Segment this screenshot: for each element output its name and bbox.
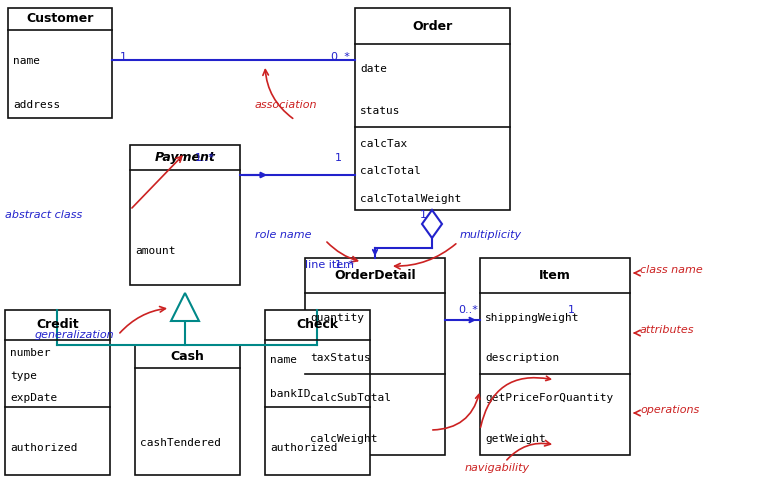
Text: 1: 1 [420, 210, 427, 220]
Text: name: name [13, 56, 40, 66]
Text: abstract class: abstract class [5, 210, 82, 220]
Text: 1..*: 1..* [195, 153, 215, 163]
Bar [265, 310, 370, 475]
Text: authorized: authorized [270, 443, 337, 453]
Text: Credit: Credit [36, 318, 79, 331]
Text: calcTax: calcTax [360, 139, 407, 149]
Text: status: status [360, 105, 400, 116]
Text: Check: Check [296, 318, 339, 331]
Text: 1: 1 [335, 153, 342, 163]
Text: 1: 1 [120, 52, 127, 62]
Text: date: date [360, 64, 387, 74]
Text: operations: operations [640, 405, 699, 415]
Text: name: name [270, 355, 297, 365]
Text: class name: class name [640, 265, 703, 275]
Bar [355, 8, 510, 210]
Text: line item: line item [305, 260, 354, 270]
Text: role name: role name [255, 230, 312, 240]
Bar [130, 145, 240, 285]
Text: 0..*: 0..* [458, 305, 478, 315]
Text: type: type [10, 371, 37, 381]
Text: navigability: navigability [465, 463, 530, 473]
Text: description: description [485, 353, 559, 363]
Bar [305, 258, 445, 455]
Text: association: association [255, 100, 317, 110]
Text: multiplicity: multiplicity [460, 230, 522, 240]
Text: Order: Order [412, 20, 452, 33]
Bar [480, 258, 630, 455]
Text: expDate: expDate [10, 393, 58, 403]
Text: Payment: Payment [154, 151, 216, 164]
Text: attributes: attributes [640, 325, 694, 335]
Text: 1..*: 1..* [335, 260, 355, 270]
Text: address: address [13, 100, 60, 110]
Bar [135, 345, 240, 475]
Text: bankID: bankID [270, 389, 310, 399]
Text: Item: Item [539, 269, 571, 282]
Text: cashTendered: cashTendered [140, 438, 221, 448]
Text: getPriceForQuantity: getPriceForQuantity [485, 393, 614, 404]
Text: taxStatus: taxStatus [310, 353, 371, 363]
Text: calcTotal: calcTotal [360, 166, 421, 176]
Text: authorized: authorized [10, 443, 78, 453]
Text: quantity: quantity [310, 313, 364, 323]
Bar [8, 8, 112, 118]
Text: Customer: Customer [26, 13, 94, 25]
Text: 0..*: 0..* [330, 52, 350, 62]
Text: shippingWeight: shippingWeight [485, 313, 580, 323]
Text: calcSubTotal: calcSubTotal [310, 393, 391, 404]
Text: amount: amount [135, 245, 176, 256]
Text: getWeight: getWeight [485, 434, 546, 444]
Text: calcTotalWeight: calcTotalWeight [360, 194, 462, 204]
Text: OrderDetail: OrderDetail [334, 269, 415, 282]
Text: 1: 1 [568, 305, 575, 315]
Bar [5, 310, 110, 475]
Text: Cash: Cash [170, 350, 204, 363]
Text: number: number [10, 348, 51, 358]
Text: generalization: generalization [35, 330, 114, 340]
Text: calcWeight: calcWeight [310, 434, 378, 444]
